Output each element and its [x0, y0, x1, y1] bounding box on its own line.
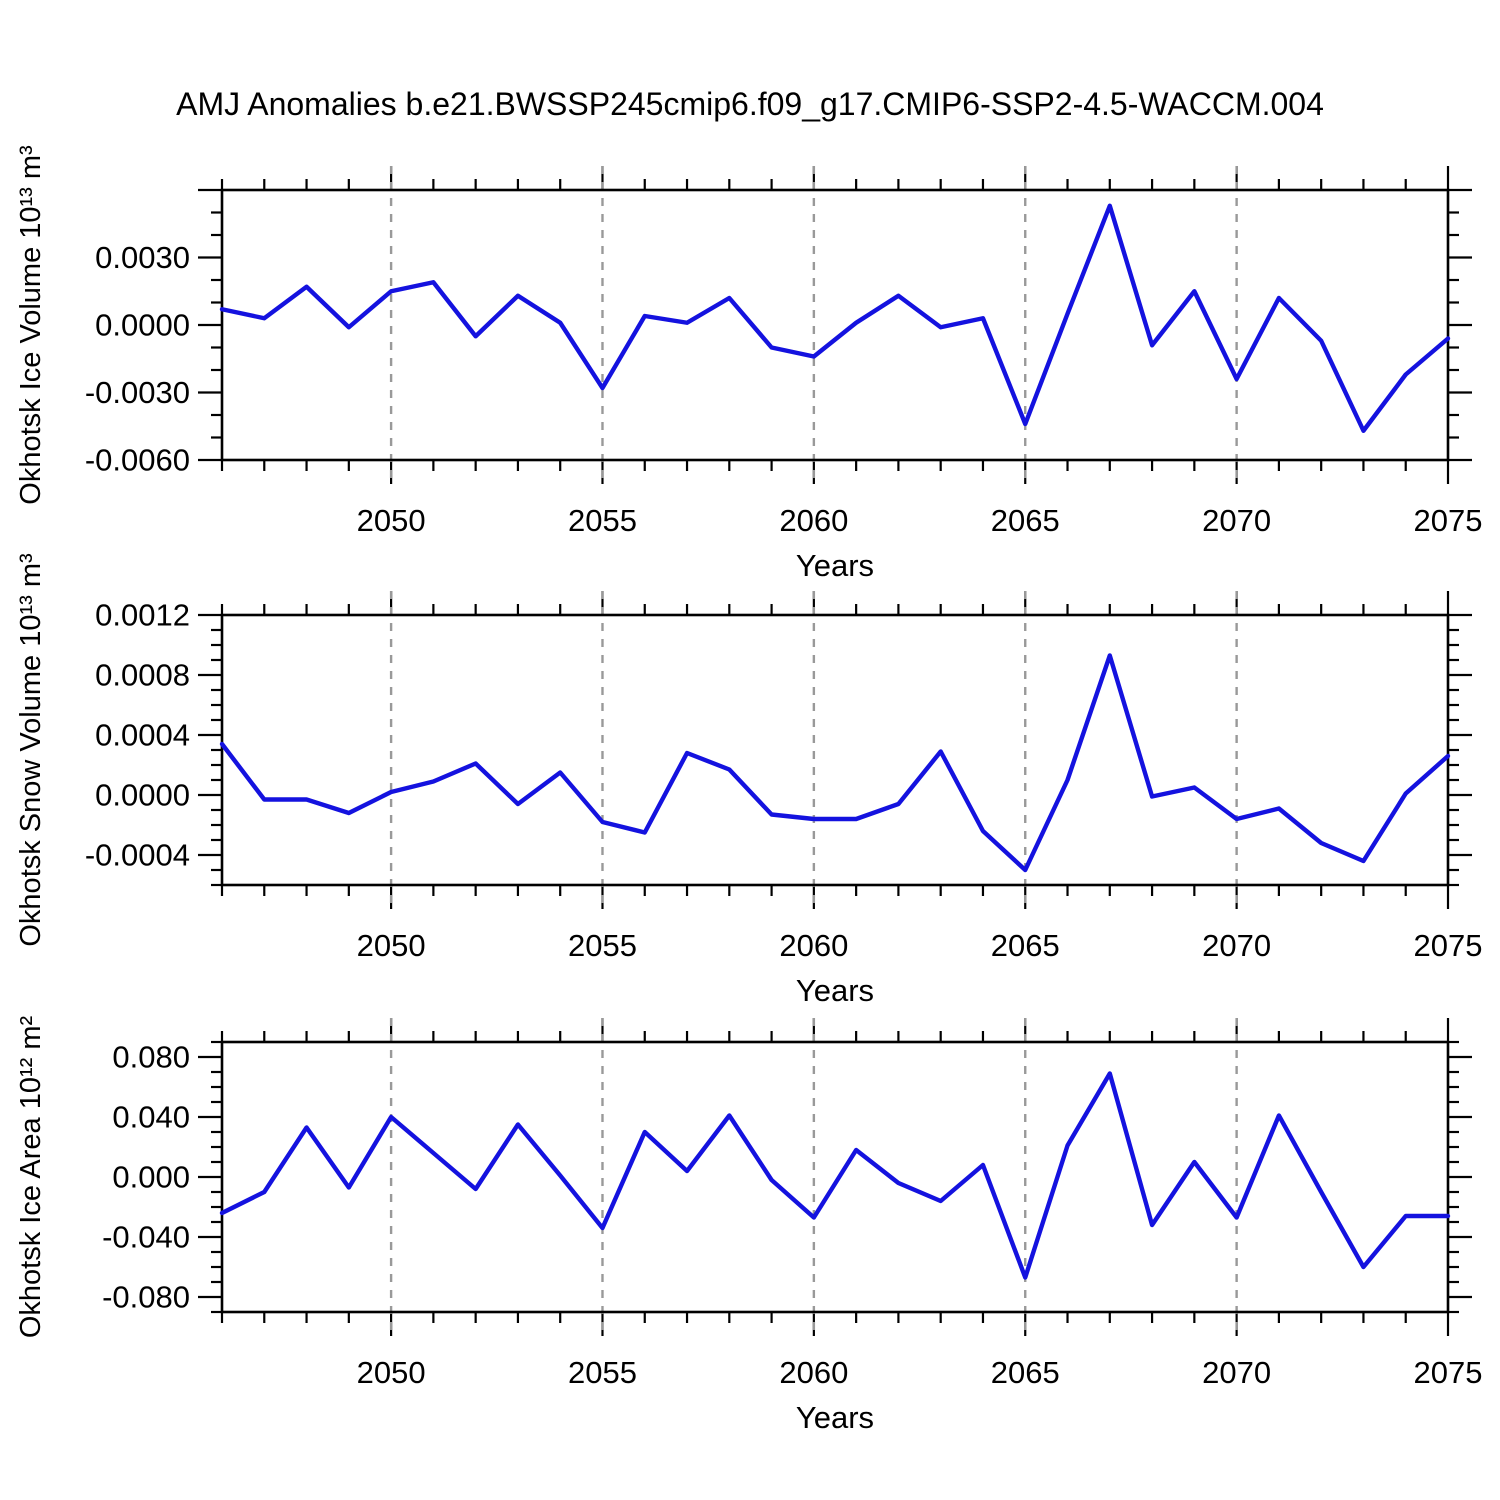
y-axis-title: Okhotsk Ice Volume 10¹³ m³	[15, 145, 47, 505]
x-tick-label: 2065	[991, 1355, 1060, 1390]
plot-frame	[220, 1040, 1450, 1314]
x-tick-label: 2050	[357, 928, 426, 963]
chart-title: AMJ Anomalies b.e21.BWSSP245cmip6.f09_g1…	[176, 86, 1324, 122]
x-axis-title: Years	[796, 548, 874, 583]
x-tick-label: 2070	[1202, 928, 1271, 963]
plot-frame	[220, 188, 1450, 462]
x-tick-label: 2070	[1202, 1355, 1271, 1390]
x-tick-label: 2055	[568, 503, 637, 538]
x-tick-label: 2055	[568, 928, 637, 963]
y-tick-label: 0.0012	[95, 598, 190, 633]
x-axis-title: Years	[796, 973, 874, 1008]
x-tick-label: 2075	[1414, 503, 1483, 538]
panel-snow-volume: 0.0012 0.0008 0.0004 0.0000 -0.0004 2050 2055 2…	[15, 553, 1482, 1008]
y-tick-label: -0.080	[102, 1280, 190, 1315]
x-tick-label: 2060	[779, 1355, 848, 1390]
y-tick-label: 0.0004	[95, 718, 190, 753]
x-tick-label: 2060	[779, 503, 848, 538]
x-axis-title: Years	[796, 1400, 874, 1435]
y-tick-label: -0.0030	[85, 375, 190, 410]
x-tick-label: 2065	[991, 928, 1060, 963]
x-tick-label: 2055	[568, 1355, 637, 1390]
y-tick-label: -0.040	[102, 1220, 190, 1255]
x-tick-label: 2065	[991, 503, 1060, 538]
panel-ice-volume: 0.0030 0.0000 -0.0030 -0.0060 2050 2055 2060 20…	[15, 145, 1482, 583]
y-tick-label: 0.0008	[95, 658, 190, 693]
x-tick-label: 2050	[357, 503, 426, 538]
y-tick-label: -0.0060	[85, 443, 190, 478]
x-tick-label: 2060	[779, 928, 848, 963]
panel-ice-area: 0.080 0.040 0.000 -0.040 -0.080 2050 2055 2060 2…	[15, 1015, 1482, 1435]
plot-frame	[220, 613, 1450, 887]
data-line	[219, 203, 1451, 433]
y-tick-label: 0.0030	[95, 240, 190, 275]
data-line	[219, 1071, 1451, 1280]
x-tick-label: 2070	[1202, 503, 1271, 538]
y-tick-label: 0.040	[112, 1100, 190, 1135]
x-tick-label: 2050	[357, 1355, 426, 1390]
x-tick-label: 2075	[1414, 1355, 1483, 1390]
y-tick-label: 0.000	[112, 1160, 190, 1195]
y-tick-label: -0.0004	[85, 838, 190, 873]
y-tick-label: 0.0000	[95, 778, 190, 813]
x-tick-label: 2075	[1414, 928, 1483, 963]
y-axis-title: Okhotsk Snow Volume 10¹³ m³	[15, 553, 47, 947]
y-tick-label: 0.080	[112, 1040, 190, 1075]
y-axis-title: Okhotsk Ice Area 10¹² m²	[15, 1015, 47, 1338]
data-line	[219, 653, 1451, 873]
y-tick-label: 0.0000	[95, 308, 190, 343]
